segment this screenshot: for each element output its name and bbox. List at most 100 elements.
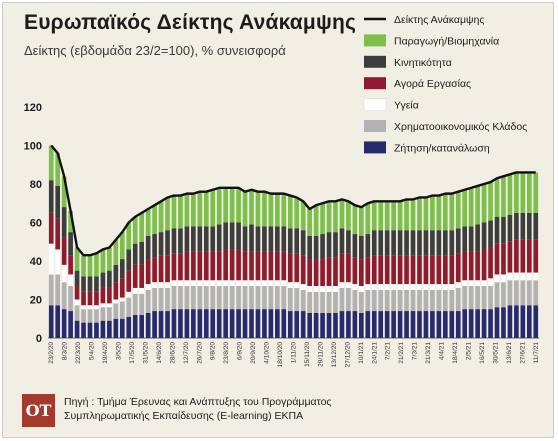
bar-segment — [436, 311, 442, 338]
bar-segment — [514, 172, 519, 213]
bar-segment — [365, 289, 371, 312]
bar-segment — [74, 247, 80, 271]
bar-segment — [359, 235, 364, 260]
bar-segment — [242, 309, 248, 339]
bar-segment — [268, 251, 274, 281]
bar-segment — [313, 205, 319, 236]
x-tick-label: 4/10/20 — [264, 342, 271, 364]
bar-segment — [275, 226, 280, 252]
bar-segment — [126, 270, 132, 292]
bars-group — [48, 145, 539, 339]
bar-segment — [371, 311, 377, 338]
bar-segment — [384, 255, 390, 285]
bar-segment — [533, 239, 539, 273]
bar-segment — [191, 226, 196, 252]
bar-segment — [475, 280, 480, 287]
legend-swatch — [364, 77, 386, 90]
bar-segment — [494, 178, 500, 217]
bar-segment — [152, 287, 157, 312]
legend-label: Παραγωγή/Βιομηχανία — [394, 35, 499, 47]
bar-segment — [139, 264, 144, 288]
bar-segment — [526, 239, 532, 273]
bar-segment — [255, 309, 261, 339]
bar-segment — [249, 251, 254, 281]
bar-segment — [320, 286, 325, 292]
bar-segment — [320, 312, 325, 338]
x-tick-label: 11/7/21 — [533, 342, 540, 364]
bar-segment — [171, 195, 177, 229]
bar-segment — [300, 201, 306, 231]
bar-segment — [275, 193, 280, 227]
bar-segment — [449, 289, 455, 312]
bar-segment — [126, 222, 132, 250]
bar-segment — [352, 289, 358, 312]
bar-segment — [526, 305, 532, 338]
bar-segment — [313, 291, 319, 313]
bar-segment — [384, 201, 390, 231]
bar-segment — [481, 309, 487, 339]
bar-segment — [333, 291, 338, 313]
bar-segment — [203, 191, 209, 227]
bar-segment — [242, 280, 248, 287]
bar-segment — [145, 209, 151, 236]
bar-segment — [533, 280, 539, 306]
bar-segment — [501, 274, 506, 283]
bar-segment — [107, 287, 112, 304]
bar-segment — [287, 228, 293, 254]
bar-segment — [346, 282, 351, 288]
legend-label: Κινητικότητα — [394, 57, 452, 69]
bar-segment — [507, 305, 513, 338]
bar-segment — [81, 309, 86, 323]
bar-segment — [223, 187, 228, 223]
x-tick-label: 26/7/20 — [196, 342, 203, 364]
bar-segment — [203, 251, 209, 281]
bar-segment — [333, 286, 338, 292]
bar-segment — [126, 297, 132, 317]
x-tick-label: 21/3/21 — [425, 342, 432, 364]
bar-segment — [326, 257, 332, 287]
bar-segment — [404, 284, 409, 290]
bar-segment — [249, 286, 254, 310]
bar-segment — [410, 199, 416, 231]
bar-segment — [184, 226, 190, 252]
bar-segment — [449, 230, 455, 256]
x-tick-label: 7/3/21 — [412, 342, 419, 360]
bar-segment — [68, 210, 73, 233]
bar-segment — [514, 305, 519, 338]
bar-segment — [281, 193, 287, 227]
x-tick-label: 23/2/20 — [48, 342, 55, 364]
bar-segment — [494, 216, 500, 244]
bar-segment — [119, 297, 125, 302]
bar-segment — [145, 284, 151, 290]
bar-segment — [178, 228, 183, 254]
bar-segment — [326, 312, 332, 338]
x-tick-label: 13/6/21 — [506, 342, 513, 364]
bar-segment — [216, 280, 222, 287]
bar-segment — [455, 311, 461, 338]
bar-segment — [74, 320, 80, 338]
bar-segment — [152, 311, 157, 338]
legend-swatch — [364, 141, 386, 154]
x-tick-label: 4/4/21 — [439, 342, 446, 360]
bar-segment — [520, 280, 526, 306]
bar-segment — [481, 280, 487, 287]
bar-segment — [371, 230, 377, 256]
bar-segment — [430, 311, 435, 338]
y-tick-label: 120 — [24, 102, 42, 114]
bar-segment — [423, 230, 429, 256]
bar-segment — [113, 303, 119, 319]
bar-segment — [165, 197, 170, 231]
bar-segment — [184, 309, 190, 339]
bar-segment — [268, 280, 274, 287]
x-tick-label: 10/1/21 — [358, 342, 365, 364]
bar-segment — [242, 226, 248, 252]
bar-segment — [443, 193, 448, 231]
bar-segment — [287, 282, 293, 288]
bar-segment — [494, 282, 500, 308]
bar-segment — [430, 255, 435, 285]
bar-segment — [300, 230, 306, 256]
bar-segment — [249, 189, 254, 225]
bar-segment — [81, 305, 86, 310]
bar-segment — [307, 312, 312, 338]
legend-label: Αγορά Εργασίας — [394, 78, 471, 90]
